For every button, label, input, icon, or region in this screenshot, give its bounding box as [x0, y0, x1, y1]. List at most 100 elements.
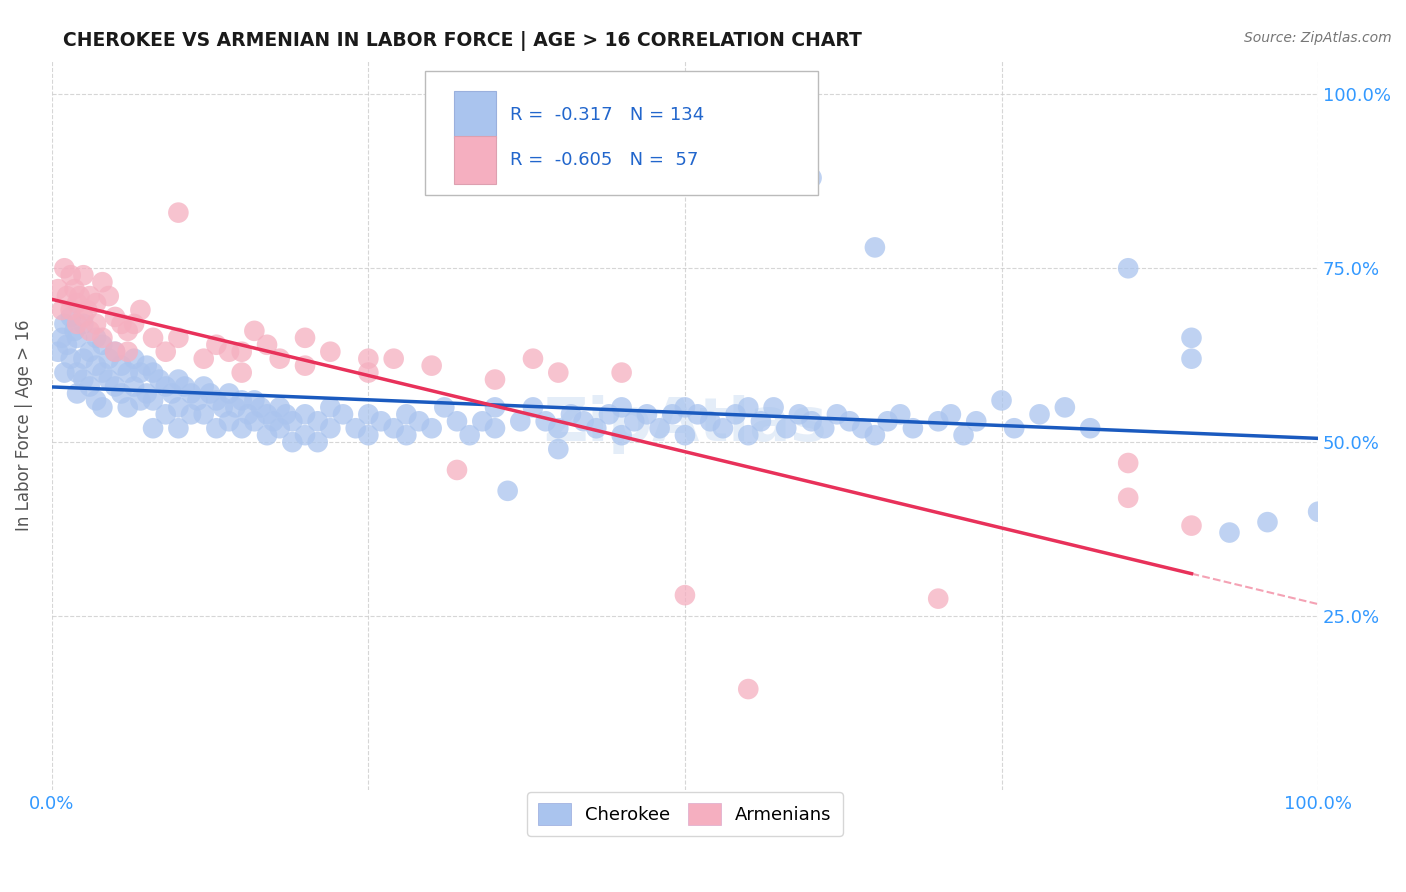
Point: [142, 393, 165, 408]
Point: [53, 317, 76, 331]
Point: [56, 289, 79, 303]
Point: [838, 414, 860, 428]
Point: [1116, 261, 1139, 276]
Point: [135, 359, 157, 373]
FancyBboxPatch shape: [426, 70, 818, 194]
Point: [420, 359, 443, 373]
Point: [173, 379, 195, 393]
Point: [1256, 515, 1278, 529]
Point: [901, 421, 924, 435]
Point: [851, 421, 873, 435]
Point: [117, 324, 139, 338]
Point: [357, 407, 380, 421]
Point: [749, 414, 772, 428]
Point: [686, 407, 709, 421]
Point: [1218, 525, 1240, 540]
Point: [231, 366, 253, 380]
Text: R =  -0.605   N =  57: R = -0.605 N = 57: [510, 152, 699, 169]
Point: [59, 303, 82, 318]
Point: [787, 407, 810, 421]
Point: [813, 421, 835, 435]
Point: [84, 331, 107, 345]
Point: [72, 268, 94, 283]
Point: [110, 386, 132, 401]
Point: [249, 401, 271, 415]
Point: [522, 401, 544, 415]
Text: ZipAtlas: ZipAtlas: [543, 395, 827, 454]
Point: [218, 414, 240, 428]
Point: [79, 324, 101, 338]
Point: [673, 401, 696, 415]
Point: [382, 351, 405, 366]
Point: [711, 421, 734, 435]
Point: [724, 407, 747, 421]
Point: [262, 414, 284, 428]
Point: [97, 373, 120, 387]
Point: [205, 338, 228, 352]
Point: [344, 421, 367, 435]
Point: [218, 344, 240, 359]
Point: [66, 317, 89, 331]
Point: [66, 366, 89, 380]
Point: [357, 428, 380, 442]
Point: [142, 421, 165, 435]
Point: [269, 351, 291, 366]
Point: [231, 344, 253, 359]
Point: [72, 373, 94, 387]
Point: [775, 421, 797, 435]
Point: [66, 386, 89, 401]
Point: [800, 414, 823, 428]
Point: [193, 351, 215, 366]
Point: [180, 386, 202, 401]
Point: [547, 421, 569, 435]
Point: [458, 428, 481, 442]
Point: [104, 344, 127, 359]
Point: [79, 379, 101, 393]
Point: [496, 483, 519, 498]
Point: [72, 351, 94, 366]
Point: [76, 303, 98, 318]
Point: [135, 386, 157, 401]
Point: [927, 414, 949, 428]
Point: [547, 366, 569, 380]
Point: [66, 296, 89, 310]
Point: [155, 344, 177, 359]
Point: [737, 401, 759, 415]
Point: [91, 338, 114, 352]
Y-axis label: In Labor Force | Age > 16: In Labor Force | Age > 16: [15, 319, 32, 531]
Point: [122, 379, 145, 393]
Point: [585, 421, 607, 435]
Point: [863, 428, 886, 442]
Point: [737, 428, 759, 442]
Point: [243, 393, 266, 408]
Point: [231, 421, 253, 435]
Point: [281, 414, 304, 428]
Point: [598, 407, 620, 421]
Point: [167, 421, 190, 435]
Point: [332, 407, 354, 421]
Point: [382, 421, 405, 435]
Point: [256, 428, 278, 442]
Point: [51, 303, 73, 318]
Point: [110, 359, 132, 373]
Point: [167, 373, 190, 387]
Point: [104, 379, 127, 393]
Point: [110, 317, 132, 331]
Point: [243, 324, 266, 338]
Point: [319, 401, 342, 415]
Point: [395, 428, 418, 442]
Point: [243, 414, 266, 428]
Point: [167, 401, 190, 415]
Point: [952, 428, 974, 442]
Point: [236, 407, 259, 421]
Point: [193, 407, 215, 421]
Point: [762, 401, 785, 415]
Text: Source: ZipAtlas.com: Source: ZipAtlas.com: [1244, 31, 1392, 45]
Point: [509, 414, 531, 428]
Point: [484, 421, 506, 435]
Point: [104, 344, 127, 359]
Point: [370, 414, 392, 428]
Point: [319, 344, 342, 359]
Point: [117, 344, 139, 359]
Point: [357, 366, 380, 380]
